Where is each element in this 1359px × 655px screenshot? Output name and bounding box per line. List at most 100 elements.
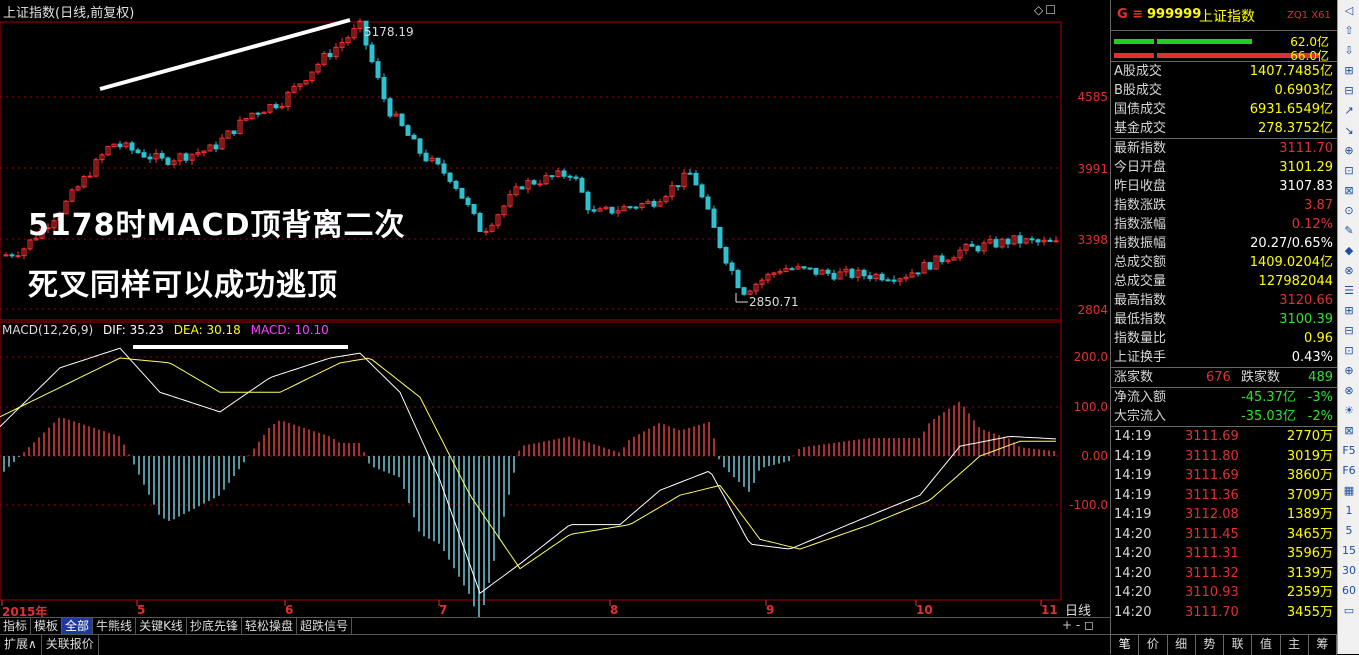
toolbar-icon[interactable]: ↗	[1344, 104, 1354, 117]
zoom-controls[interactable]: + - ◻	[1062, 618, 1094, 632]
toolbar-icon[interactable]: ⊕	[1344, 364, 1354, 377]
indicator-tab[interactable]: 指标	[0, 618, 32, 635]
tick-price: 3111.70	[1185, 604, 1239, 620]
period-label[interactable]: 日线	[1065, 604, 1092, 619]
tick-price: 3111.32	[1185, 565, 1239, 581]
indicator-tab[interactable]: 牛熊线	[93, 618, 137, 635]
candle-body	[405, 125, 411, 136]
candle-body	[567, 175, 573, 178]
toolbar-icon[interactable]: ⊟	[1344, 84, 1354, 97]
flow-pct: -3%	[1307, 390, 1333, 405]
candle-body	[273, 104, 279, 109]
indicator-tab[interactable]: 轻松操盘	[242, 618, 297, 635]
x-label: 8	[610, 603, 619, 617]
annotation-line2: 死叉同样可以成功逃顶	[28, 268, 338, 303]
candle-body	[729, 262, 735, 271]
candle-body	[921, 262, 927, 274]
tick-row[interactable]: 14:19 3111.69 2770万	[1111, 427, 1337, 447]
indicator-tab[interactable]: 抄底先锋	[187, 618, 242, 635]
candle-body	[675, 185, 681, 188]
candle-body	[657, 201, 663, 207]
low-label: 2850.71	[749, 295, 799, 309]
toolbar-icon[interactable]: ☀	[1344, 404, 1354, 417]
toolbar-icon[interactable]: F6	[1342, 464, 1356, 477]
toolbar-icon[interactable]: ⊡	[1344, 344, 1354, 357]
toolbar-icon[interactable]: ⊞	[1344, 64, 1354, 77]
indicator-tab[interactable]: 超跌信号	[297, 618, 352, 635]
panel-foot-tab[interactable]: 筹	[1309, 635, 1337, 655]
panel-foot-tab[interactable]: 主	[1281, 635, 1309, 655]
toolbar-icon[interactable]: ✎	[1344, 224, 1354, 237]
status-tab[interactable]: 关联报价	[42, 635, 99, 655]
panel-foot-tab[interactable]: 联	[1224, 635, 1253, 655]
toolbar-icon[interactable]: ⊡	[1344, 164, 1354, 177]
x-label: 6	[285, 603, 294, 617]
toolbar-icon[interactable]: ⊠	[1344, 424, 1354, 437]
panel-foot-tab[interactable]: 价	[1139, 635, 1168, 655]
tick-row[interactable]: 14:20 3111.32 3139万	[1111, 564, 1337, 584]
toolbar-icon[interactable]: ⊕	[1344, 144, 1354, 157]
candle-body	[429, 157, 435, 162]
candle-body	[687, 172, 693, 175]
toolbar-icon[interactable]: 1	[1345, 504, 1353, 517]
panel-g-icon[interactable]: G ≡	[1117, 7, 1144, 22]
status-tab[interactable]: 扩展∧	[0, 635, 42, 655]
candle-body	[639, 203, 645, 209]
toolbar-icon[interactable]: ◆	[1344, 244, 1354, 257]
candle-body	[765, 273, 771, 281]
macd-tick: 200.0	[1073, 350, 1108, 364]
panel-foot-tab[interactable]: 值	[1252, 635, 1281, 655]
toolbar-icon[interactable]: ⊙	[1344, 204, 1354, 217]
toolbar-icon[interactable]: ◁	[1344, 4, 1354, 17]
toolbar-icon[interactable]: ▦	[1343, 484, 1355, 497]
chart-corner-buttons[interactable]: ◇☐	[1034, 3, 1058, 17]
tick-price: 3111.69	[1185, 429, 1239, 444]
tick-row[interactable]: 14:19 3111.80 3019万	[1111, 447, 1337, 467]
toolbar-icon[interactable]: F5	[1342, 444, 1356, 457]
toolbar-icon[interactable]: 5	[1345, 524, 1353, 537]
toolbar-icon[interactable]: ⊞	[1344, 304, 1354, 317]
toolbar-icon[interactable]: ⊗	[1344, 264, 1354, 277]
tick-time: 14:20	[1114, 565, 1152, 581]
candle-body	[945, 259, 951, 263]
tick-row[interactable]: 14:20 3111.45 3465万	[1111, 525, 1337, 545]
chart-area[interactable]: 5178.19 2850.71 上证指数(日线,前复权) ◇☐ 5178时MACD…	[0, 0, 1110, 635]
quote-label: 今日开盘	[1114, 160, 1167, 175]
toolbar-icon[interactable]: ⇧	[1344, 24, 1354, 37]
candle-body	[135, 149, 141, 154]
tick-row[interactable]: 14:19 3111.69 3860万	[1111, 466, 1337, 486]
tick-volume: 2770万	[1286, 429, 1333, 444]
panel-foot-tab[interactable]: 笔	[1111, 635, 1140, 655]
panel-foot-tab[interactable]: 细	[1168, 635, 1196, 655]
kline-chart[interactable]: 5178.19 2850.71	[0, 0, 1110, 630]
toolbar-icon[interactable]: ⊠	[1344, 184, 1354, 197]
quote-value: 127982044	[1258, 274, 1333, 289]
candle-body	[93, 159, 99, 177]
tick-row[interactable]: 14:20 3111.31 3596万	[1111, 544, 1337, 564]
tick-row[interactable]: 14:20 3110.93 2359万	[1111, 583, 1337, 603]
indicator-tab[interactable]: 模板	[31, 618, 63, 635]
tick-row[interactable]: 14:19 3112.08 1389万	[1111, 505, 1337, 525]
candle-body	[513, 186, 519, 196]
toolbar-icon[interactable]: ⇩	[1344, 44, 1354, 57]
toolbar-icon[interactable]: ☰	[1344, 284, 1354, 297]
indicator-tab[interactable]: 关键K线	[136, 618, 187, 635]
flow-pct: -2%	[1307, 409, 1333, 424]
candle-body	[879, 273, 885, 281]
toolbar-icon[interactable]: 60	[1342, 584, 1356, 597]
panel-foot-tab[interactable]: 势	[1196, 635, 1224, 655]
toolbar-icon[interactable]: ↘	[1344, 124, 1354, 137]
toolbar-icon[interactable]: ⊗	[1344, 384, 1354, 397]
toolbar-icon[interactable]: ▭	[1343, 604, 1355, 617]
candle-body	[39, 227, 45, 239]
toolbar-icon[interactable]: ⊟	[1344, 324, 1354, 337]
tick-row[interactable]: 14:19 3111.36 3709万	[1111, 486, 1337, 506]
quote-label: 上证换手	[1114, 350, 1167, 365]
tick-row[interactable]: 14:20 3111.70 3455万	[1111, 603, 1337, 623]
toolbar-icon[interactable]: 30	[1342, 564, 1356, 577]
tick-list[interactable]: 14:19 3111.69 2770万 14:19 3111.80 3019万 14:19 3…	[1111, 427, 1337, 622]
indicator-tab[interactable]: 全部	[62, 618, 94, 635]
toolbar-icon[interactable]: 15	[1342, 544, 1356, 557]
flow-bars: 62.0亿 66.0亿	[1111, 31, 1337, 63]
quote-row: 总成交量 127982044	[1111, 272, 1337, 291]
